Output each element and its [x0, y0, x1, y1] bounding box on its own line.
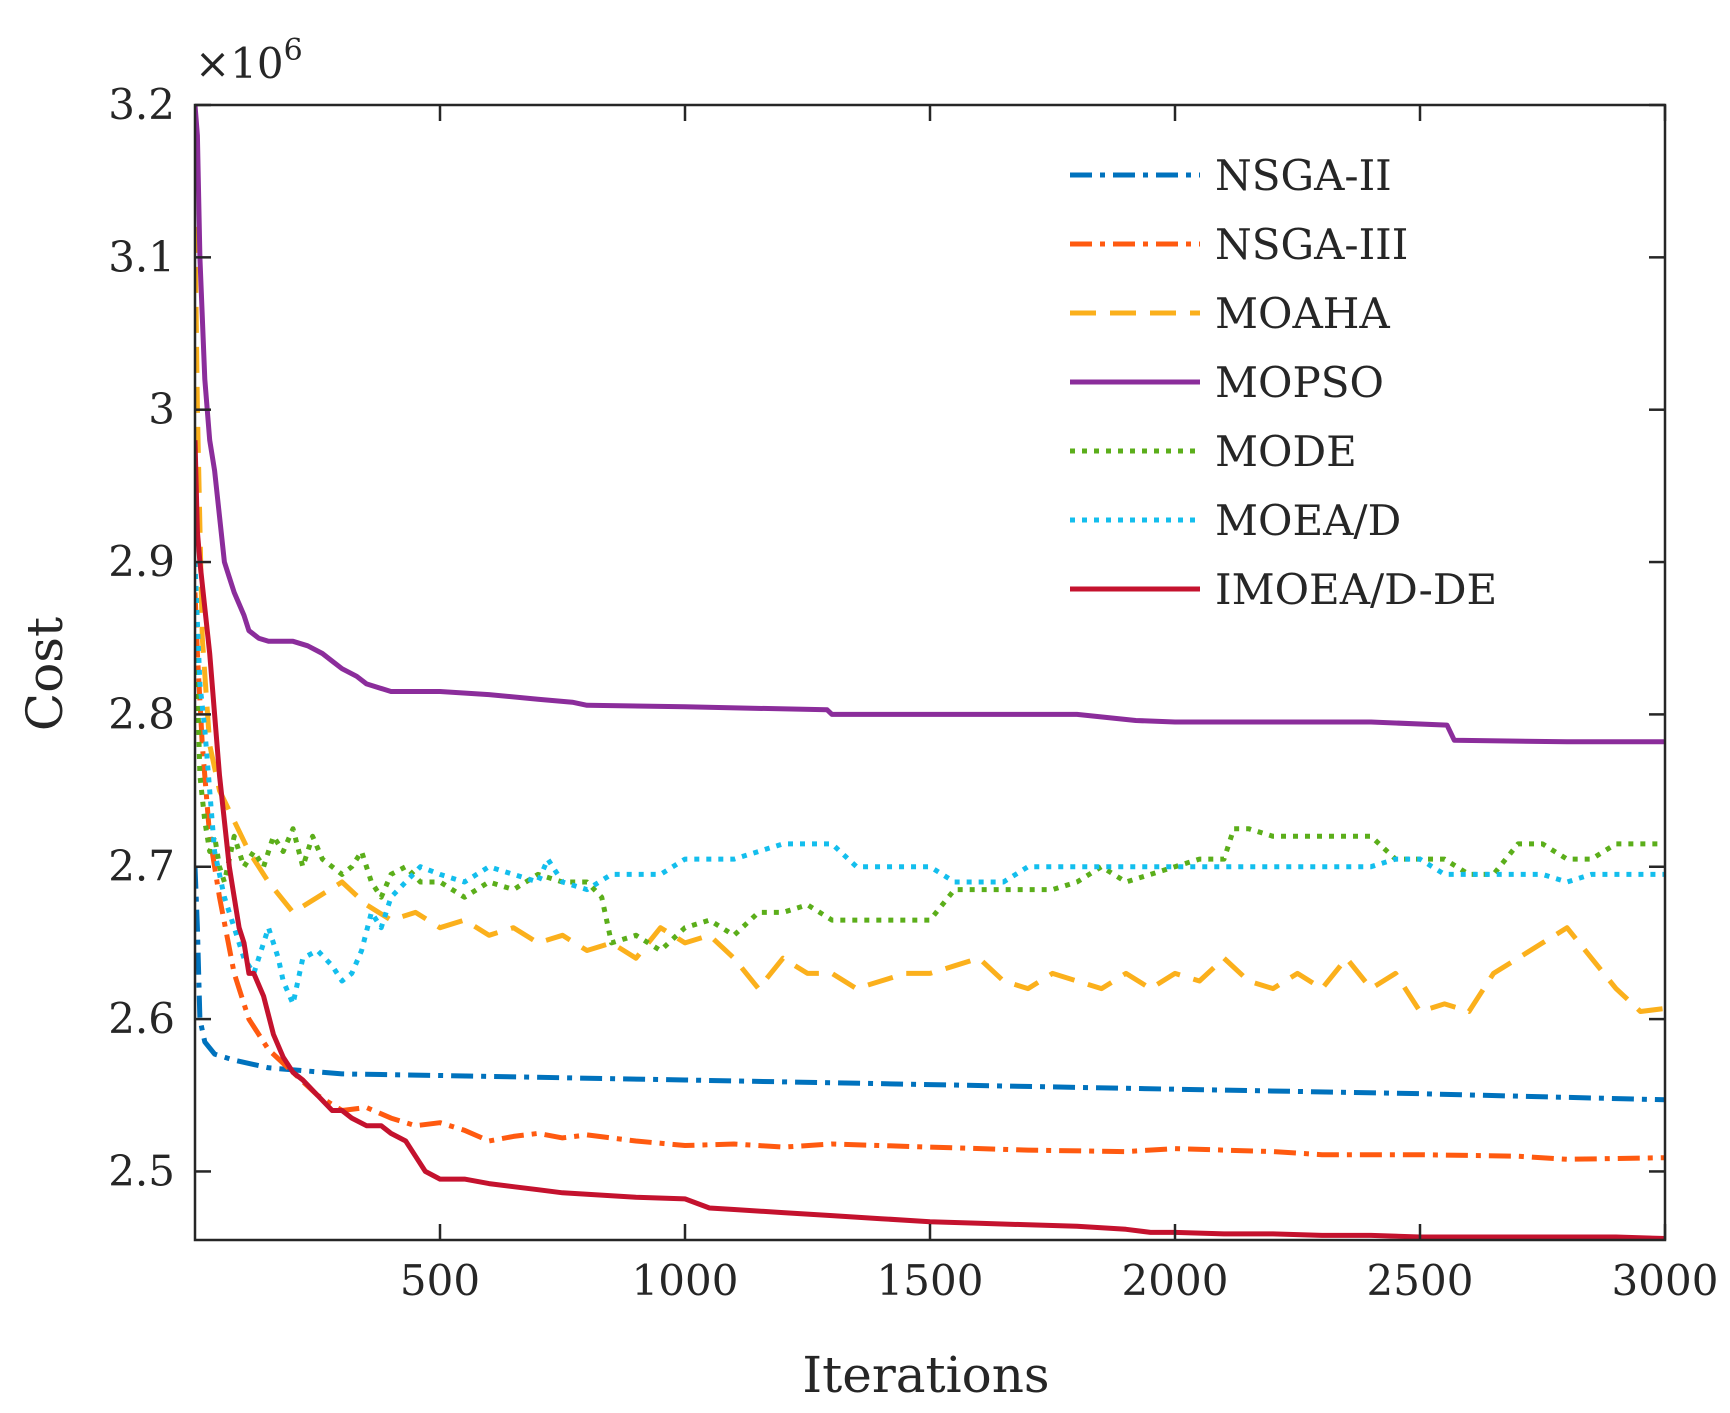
y-axis-multiplier: ×106: [195, 33, 303, 88]
series-line-mopso: [195, 105, 1665, 745]
y-tick-label: 2.6: [108, 994, 175, 1043]
series-line-moea-d: [195, 561, 1665, 1007]
legend-label: IMOEA/D-DE: [1215, 565, 1497, 614]
x-axis-label: Iterations: [802, 1346, 1049, 1404]
legend-label: MOEA/D: [1215, 496, 1401, 545]
y-axis-multiplier-exponent: 6: [284, 33, 303, 68]
legend-label: MODE: [1215, 427, 1357, 476]
y-tick-label: 2.9: [108, 537, 175, 586]
y-tick-label: 2.8: [108, 689, 175, 738]
x-tick-label: 1000: [632, 1256, 739, 1305]
ticks-layer: 500 1000 1500 2000 2500 3000 2.5 2.6 2.7 2.8 2.9 3 3…: [108, 80, 1718, 1305]
plot-frame: [193, 103, 1667, 1242]
series-line-nsga-iii: [195, 592, 1665, 1162]
series-line-nsga-ii: [195, 866, 1665, 1103]
y-tick-label: 3.2: [108, 80, 175, 129]
x-tick-label: 2000: [1122, 1256, 1229, 1305]
series-layer: [195, 105, 1665, 1240]
y-tick-label: 2.5: [108, 1146, 175, 1195]
series-line-moaha: [195, 226, 1665, 1014]
legend-label: NSGA-III: [1215, 220, 1408, 269]
series-line-mode: [195, 561, 1665, 953]
x-tick-label: 2500: [1367, 1256, 1474, 1305]
x-tick-label: 500: [400, 1256, 480, 1305]
y-tick-label: 3: [148, 385, 175, 434]
y-tick-label: 3.1: [108, 232, 175, 281]
y-tick-label: 2.7: [108, 842, 175, 891]
x-tick-label: 1500: [877, 1256, 984, 1305]
axes-layer: [193, 103, 1667, 1242]
y-axis-label: Cost: [16, 617, 74, 731]
x-tick-label: 3000: [1612, 1256, 1719, 1305]
legend-label: MOAHA: [1215, 289, 1390, 338]
legend-label: MOPSO: [1215, 358, 1384, 407]
legend: NSGA-II NSGA-III MOAHA MOPSO MODE MOEA/D IMOEA…: [1070, 151, 1497, 614]
series-line-imoea-d-de: [195, 440, 1665, 1240]
legend-label: NSGA-II: [1215, 151, 1392, 200]
